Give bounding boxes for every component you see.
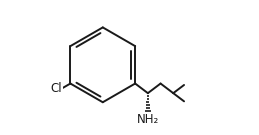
Text: NH₂: NH₂ xyxy=(137,113,159,126)
Text: Cl: Cl xyxy=(50,82,62,95)
